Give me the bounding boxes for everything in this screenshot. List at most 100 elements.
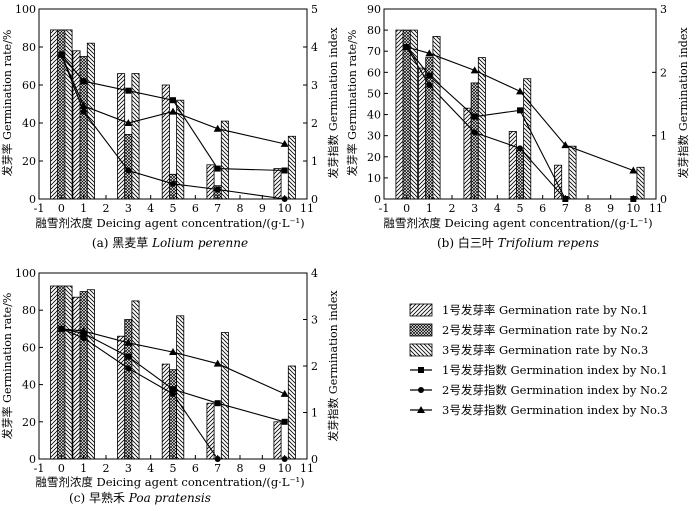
ytick-right-label-a-5: 5 [311, 3, 318, 16]
ytick-right-label-b-0: 0 [660, 193, 667, 206]
ytick-left-label-c-0: 0 [29, 453, 36, 466]
bar-b-s3-x1 [432, 36, 441, 200]
xtick-label-c-0: 0 [58, 462, 65, 475]
legend-marker-2 [418, 387, 424, 393]
xtick-label-c-1: 1 [80, 462, 87, 475]
xtick-label-a-6: 6 [192, 202, 199, 215]
ytick-right-label-b-1: 1 [660, 130, 667, 143]
bar-c-s1-x1 [72, 296, 81, 460]
point-a-s1-x5 [170, 97, 176, 104]
point-c-s1-x3 [125, 353, 132, 360]
xtick-label-a-1: 1 [80, 202, 87, 215]
ytick-left-label-c-40: 40 [22, 379, 36, 392]
xtick-label-c--1: -1 [34, 462, 45, 475]
xtick-label-c-2: 2 [103, 462, 110, 475]
bar-c-s1-x5 [161, 363, 170, 460]
bar-b-s2-x3 [470, 82, 479, 200]
bar-c-s2-x1 [79, 291, 88, 460]
point-b-s3-x5 [516, 87, 524, 95]
bar-b-s3-x7 [568, 145, 577, 200]
bar-a-s1-x0 [50, 29, 59, 200]
xtick-label-c-9: 9 [259, 462, 266, 475]
xtick-label-b-3: 3 [471, 202, 478, 215]
ytick-left-label-a-20: 20 [22, 155, 36, 168]
legend: 1号发芽率 Germination rate by No.1 2号发芽率 Germ… [409, 303, 668, 417]
ylabel-right-b: 发芽指数 Germination index [676, 27, 690, 179]
ytick-left-label-a-0: 0 [29, 193, 36, 206]
xtick-label-c-10: 10 [278, 462, 292, 475]
xtick-label-b--1: -1 [379, 202, 390, 215]
xtick-label-a-8: 8 [237, 202, 244, 215]
xlabel-c: 融雪剂浓度 Deicing agent concentration/(g·L⁻¹… [35, 475, 304, 489]
ylabel-left-a: 发芽率 Germination rate/% [0, 30, 14, 177]
point-c-s2-x1 [80, 335, 87, 342]
xtick-label-a-0: 0 [58, 202, 65, 215]
bar-b-s2-x5 [516, 149, 525, 200]
caption-c: (c) 早熟禾 Poa pratensis [69, 490, 211, 505]
ytick-left-label-b-90: 90 [367, 3, 381, 16]
caption-b-species: Trifolium repens [498, 236, 599, 250]
ytick-left-label-b-20: 20 [367, 151, 381, 164]
chart-a: -1 0 1 2 3 4 5 6 7 8 9 10 11020406080100012345融雪剂浓度 … [0, 3, 340, 250]
point-a-s3-x5 [169, 107, 177, 115]
ytick-right-label-a-1: 1 [311, 155, 318, 168]
point-b-s3-x7 [561, 141, 570, 149]
point-a-s3-x10 [280, 139, 289, 147]
caption-c-prefix: (c) 早熟禾 [69, 490, 129, 505]
bar-c-s2-x0 [57, 285, 66, 460]
xlabel-b: 融雪剂浓度 Deicing agent concentration/(g·L⁻¹… [383, 216, 652, 230]
ytick-left-label-b-70: 70 [367, 45, 381, 58]
ytick-left-label-a-40: 40 [22, 117, 36, 130]
point-c-s3-x10 [280, 389, 289, 397]
xtick-label-b-4: 4 [494, 202, 501, 215]
ytick-left-label-c-80: 80 [22, 304, 36, 317]
ytick-right-label-c-3: 3 [311, 314, 318, 327]
xtick-label-a--1: -1 [34, 202, 45, 215]
bar-b-s2-x1 [425, 57, 434, 200]
xtick-label-a-7: 7 [214, 202, 221, 215]
xtick-label-a-3: 3 [125, 202, 132, 215]
bar-b-s1-x0 [395, 29, 404, 200]
caption-c-species: Poa pratensis [128, 491, 211, 505]
point-b-s2-x5 [517, 145, 523, 152]
xtick-label-b-0: 0 [403, 202, 410, 215]
ytick-right-label-c-1: 1 [311, 407, 318, 420]
point-c-s3-x1 [79, 327, 88, 335]
bar-b-s1-x5 [508, 130, 517, 200]
xtick-label-b-7: 7 [562, 202, 569, 215]
bar-c-s2-x5 [168, 369, 177, 460]
ytick-left-label-c-60: 60 [22, 341, 36, 354]
line-c-s1 [61, 328, 285, 423]
ytick-right-label-a-0: 0 [311, 193, 318, 206]
line-a-s3 [60, 54, 285, 145]
xtick-label-c-6: 6 [192, 462, 199, 475]
bar-b-s3-x10 [636, 166, 645, 200]
xtick-label-a-9: 9 [259, 202, 266, 215]
point-c-s3-x7 [213, 359, 222, 367]
ytick-left-label-a-60: 60 [22, 79, 36, 92]
bar-c-s3-x0 [64, 285, 73, 460]
legend-line-label-3: 3号发芽指数 Germination index by No.3 [442, 403, 668, 417]
point-b-s3-x10 [629, 166, 638, 174]
ylabel-left-c: 发芽率 Germination rate/% [0, 293, 14, 440]
point-a-s3-x7 [213, 124, 222, 132]
caption-b: (b) 白三叶 Trifolium repens [437, 235, 599, 250]
ytick-left-label-b-10: 10 [367, 172, 381, 185]
bar-a-s1-x7 [206, 164, 215, 200]
ytick-right-label-c-0: 0 [311, 453, 318, 466]
xtick-label-c-8: 8 [237, 462, 244, 475]
line-a-s2 [60, 54, 285, 200]
ytick-left-label-c-100: 100 [15, 267, 36, 280]
ytick-left-label-b-50: 50 [367, 87, 381, 100]
xtick-label-c-7: 7 [214, 462, 221, 475]
legend-bar-swatch-2 [409, 323, 433, 337]
ylabel-right-c: 发芽指数 Germination index [326, 290, 340, 442]
bar-b-s2-x0 [402, 29, 411, 200]
bar-c-s3-x10 [287, 365, 296, 460]
bar-b-s3-x3 [477, 57, 486, 200]
point-a-s2-x1 [80, 108, 87, 115]
point-b-s1-x3 [471, 113, 478, 120]
xtick-label-c-11: 11 [300, 462, 314, 475]
point-b-s2-x3 [471, 129, 478, 136]
